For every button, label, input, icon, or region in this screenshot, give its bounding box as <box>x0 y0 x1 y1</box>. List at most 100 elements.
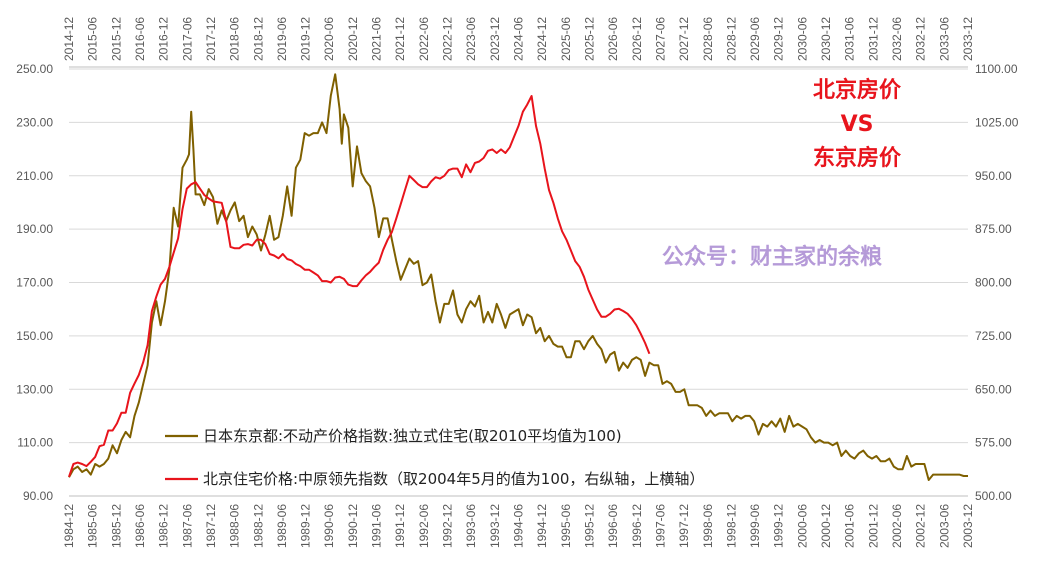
left-tick-label: 210.00 <box>16 169 53 183</box>
right-tick-label: 725.00 <box>975 329 1012 343</box>
bottom-tick-label: 1991-06 <box>370 504 384 548</box>
left-tick-label: 170.00 <box>16 276 53 290</box>
bottom-axis-ticks: 1984-12 1985-06 1985-12 1986-06 1986-12 1987-… <box>62 504 975 548</box>
top-tick-label: 2032-06 <box>890 17 904 61</box>
top-tick-label: 2026-06 <box>606 17 620 61</box>
bottom-tick-label: 2002-06 <box>890 504 904 548</box>
bottom-tick-label: 1986-12 <box>157 504 171 548</box>
left-tick-label: 190.00 <box>16 222 53 236</box>
right-tick-label: 800.00 <box>975 276 1012 290</box>
top-tick-label: 2020-12 <box>346 17 360 61</box>
right-tick-label: 875.00 <box>975 222 1012 236</box>
top-tick-label: 2028-06 <box>701 17 715 61</box>
top-tick-label: 2027-12 <box>677 17 691 61</box>
left-tick-label: 230.00 <box>16 115 53 129</box>
top-tick-label: 2022-12 <box>441 17 455 61</box>
bottom-tick-label: 1999-12 <box>772 504 786 548</box>
top-tick-label: 2015-12 <box>109 17 123 61</box>
right-tick-label: 650.00 <box>975 382 1012 396</box>
bottom-tick-label: 1993-06 <box>464 504 478 548</box>
top-tick-label: 2019-06 <box>275 17 289 61</box>
legend-label-tokyo: 日本东京都:不动产价格指数:独立式住宅(取2010平均值为100) <box>203 427 622 445</box>
top-tick-label: 2023-06 <box>464 17 478 61</box>
top-tick-label: 2020-06 <box>322 17 336 61</box>
bottom-tick-label: 2000-12 <box>819 504 833 548</box>
right-tick-label: 500.00 <box>975 489 1012 503</box>
top-tick-label: 2032-12 <box>914 17 928 61</box>
bottom-tick-label: 2001-06 <box>843 504 857 548</box>
series-lines <box>68 73 968 481</box>
bottom-tick-label: 1991-12 <box>393 504 407 548</box>
top-tick-label: 2018-06 <box>228 17 242 61</box>
bottom-tick-label: 1989-12 <box>299 504 313 548</box>
bottom-tick-label: 1990-12 <box>346 504 360 548</box>
top-tick-label: 2014-12 <box>62 17 76 61</box>
title-line-2: VS <box>841 112 874 137</box>
bottom-tick-label: 1989-06 <box>275 504 289 548</box>
top-tick-label: 2015-06 <box>86 17 100 61</box>
top-tick-label: 2033-12 <box>961 17 975 61</box>
right-tick-label: 1100.00 <box>975 62 1018 76</box>
bottom-tick-label: 1999-06 <box>748 504 762 548</box>
bottom-tick-label: 1985-12 <box>109 504 123 548</box>
bottom-tick-label: 2001-12 <box>866 504 880 548</box>
bottom-tick-label: 1987-12 <box>204 504 218 548</box>
gridlines <box>69 66 968 497</box>
bottom-tick-label: 2000-06 <box>795 504 809 548</box>
title-line-3: 东京房价 <box>813 145 902 171</box>
top-tick-label: 2027-06 <box>653 17 667 61</box>
bottom-tick-label: 1987-06 <box>180 504 194 548</box>
bottom-tick-label: 1992-12 <box>441 504 455 548</box>
top-tick-label: 2016-06 <box>133 17 147 61</box>
bottom-tick-label: 1986-06 <box>133 504 147 548</box>
top-tick-label: 2021-12 <box>393 17 407 61</box>
bottom-tick-label: 1994-12 <box>535 504 549 548</box>
series-line-tokyo <box>68 73 968 481</box>
top-tick-label: 2028-12 <box>724 17 738 61</box>
top-tick-label: 2029-06 <box>748 17 762 61</box>
top-tick-label: 2026-12 <box>630 17 644 61</box>
bottom-tick-label: 1998-12 <box>724 504 738 548</box>
top-tick-label: 2029-12 <box>772 17 786 61</box>
watermark-text: 公众号：财主家的余粮 <box>662 244 882 270</box>
left-tick-label: 90.00 <box>23 489 53 503</box>
legend-label-beijing: 北京住宅价格:中原领先指数（取2004年5月的值为100，右纵轴，上横轴） <box>203 470 704 488</box>
top-tick-label: 2030-12 <box>819 17 833 61</box>
top-tick-label: 2030-06 <box>795 17 809 61</box>
bottom-tick-label: 1992-06 <box>417 504 431 548</box>
right-tick-label: 575.00 <box>975 436 1012 450</box>
top-tick-label: 2022-06 <box>417 17 431 61</box>
bottom-tick-label: 1988-12 <box>251 504 265 548</box>
right-tick-label: 950.00 <box>975 169 1012 183</box>
top-axis-ticks: 2014-12 2015-06 2015-12 2016-06 2016-12 2017-… <box>62 17 975 61</box>
top-tick-label: 2017-12 <box>204 17 218 61</box>
chart-title: 北京房价 VS 东京房价 <box>813 77 902 171</box>
bottom-tick-label: 1994-06 <box>512 504 526 548</box>
bottom-tick-label: 2003-12 <box>961 504 975 548</box>
top-tick-label: 2018-12 <box>251 17 265 61</box>
top-tick-label: 2031-12 <box>866 17 880 61</box>
top-tick-label: 2033-06 <box>937 17 951 61</box>
left-tick-label: 110.00 <box>17 436 53 450</box>
bottom-tick-label: 1990-06 <box>322 504 336 548</box>
bottom-tick-label: 1998-06 <box>701 504 715 548</box>
bottom-tick-label: 1997-06 <box>653 504 667 548</box>
right-tick-label: 1025.00 <box>975 115 1019 129</box>
bottom-tick-label: 1985-06 <box>86 504 100 548</box>
bottom-tick-label: 1993-12 <box>488 504 502 548</box>
top-tick-label: 2024-12 <box>535 17 549 61</box>
bottom-tick-label: 1996-12 <box>630 504 644 548</box>
legend: 日本东京都:不动产价格指数:独立式住宅(取2010平均值为100) 北京住宅价格… <box>165 427 704 488</box>
left-tick-label: 130.00 <box>16 382 53 396</box>
bottom-tick-label: 1996-06 <box>606 504 620 548</box>
left-tick-label: 150.00 <box>16 329 53 343</box>
title-line-1: 北京房价 <box>813 77 902 103</box>
bottom-tick-label: 1997-12 <box>677 504 691 548</box>
bottom-tick-label: 1984-12 <box>62 504 76 548</box>
top-tick-label: 2023-12 <box>488 17 502 61</box>
series-line-beijing <box>68 95 651 478</box>
top-tick-label: 2025-12 <box>582 17 596 61</box>
bottom-tick-label: 1988-06 <box>228 504 242 548</box>
left-tick-label: 250.00 <box>16 62 53 76</box>
